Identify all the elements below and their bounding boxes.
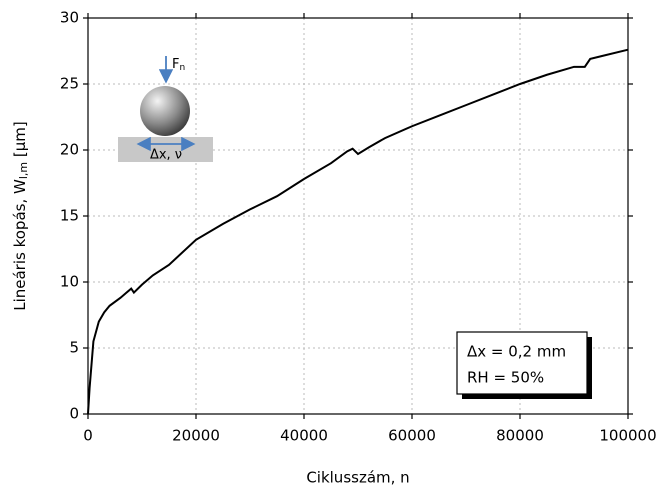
data-line: [87, 48, 629, 415]
y-axis-label: Lineáris kopás, Wl,m [µm]: [11, 121, 31, 311]
x-axis-label: Ciklusszám, n: [306, 469, 409, 487]
y-tick-label: 15: [60, 207, 79, 225]
ball: [140, 86, 190, 136]
y-tick-label: 20: [60, 141, 79, 159]
y-tick-label: 25: [60, 75, 79, 93]
x-tick-label: 20000: [172, 427, 220, 445]
y-tick-label: 0: [69, 405, 79, 423]
annotation: Δx = 0,2 mm: [467, 343, 566, 361]
force-label: Fn: [172, 57, 185, 73]
y-tick-label: 30: [60, 9, 79, 27]
x-tick-label: 60000: [388, 427, 436, 445]
x-tick-label: 80000: [496, 427, 544, 445]
annotation: RH = 50%: [467, 369, 544, 387]
y-tick-label: 5: [69, 339, 79, 357]
x-tick-label: 40000: [280, 427, 328, 445]
inset: Fn Δx, ν: [118, 56, 213, 163]
x-tick-label: 100000: [599, 427, 656, 445]
motion-label: Δx, ν: [150, 148, 182, 163]
annotation-box: Δx = 0,2 mm RH = 50%: [456, 331, 592, 399]
y-tick-label: 10: [60, 273, 79, 291]
x-tick-label: 0: [83, 427, 93, 445]
box: [456, 331, 588, 395]
